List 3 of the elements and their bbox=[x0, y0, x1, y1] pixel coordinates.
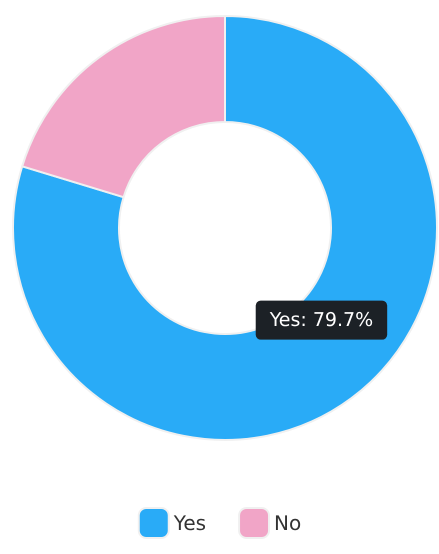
legend-label: Yes bbox=[172, 511, 206, 535]
legend-label: No bbox=[274, 511, 302, 535]
data-label: Yes: 79.7% bbox=[268, 309, 374, 332]
